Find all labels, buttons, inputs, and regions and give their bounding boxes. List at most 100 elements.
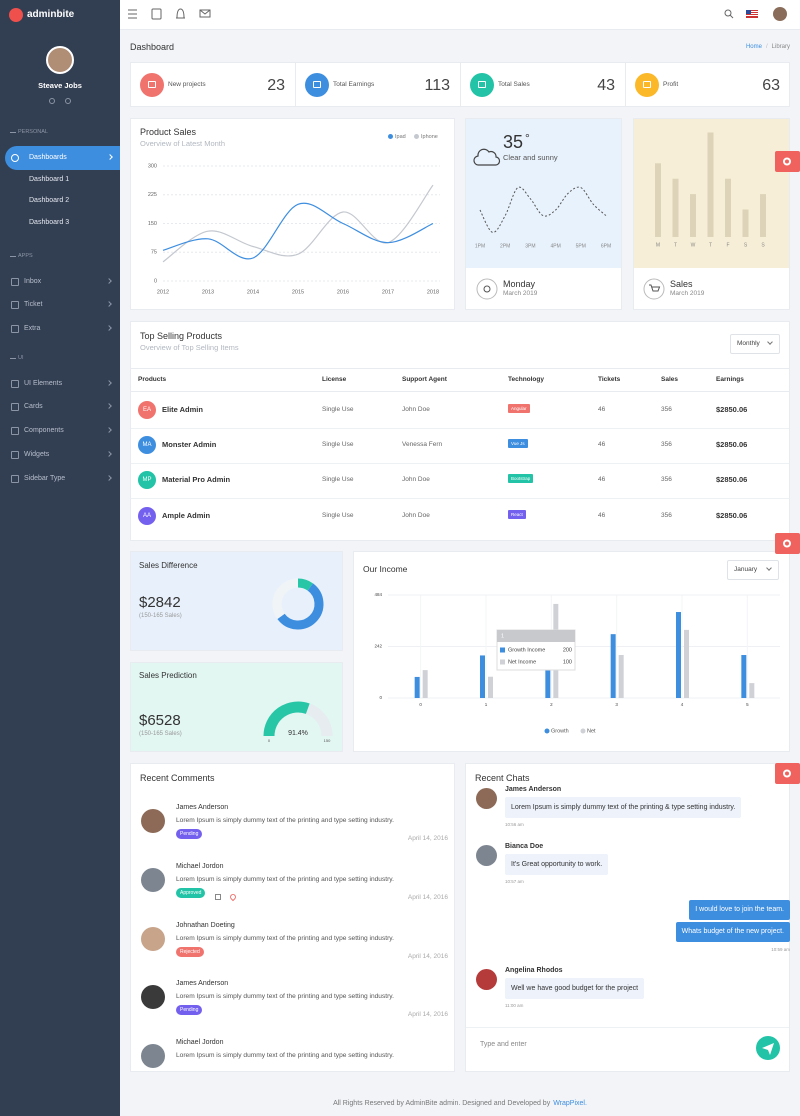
- column-header: License: [322, 376, 347, 383]
- comment-text: Lorem Ipsum is simply dummy text of the …: [176, 934, 394, 942]
- section-dash: [10, 358, 16, 359]
- nav-icon: [11, 379, 19, 388]
- footer-link[interactable]: WrapPixel.: [553, 1100, 587, 1107]
- sales: 356: [661, 511, 672, 519]
- weather-condition: Clear and sunny: [503, 153, 558, 162]
- stat-label: Total Earnings: [333, 81, 375, 88]
- stat-value: 23: [267, 77, 285, 94]
- filter-select[interactable]: [727, 560, 779, 580]
- comment-avatar: [141, 809, 165, 833]
- product-name: Ample Admin: [162, 510, 211, 520]
- chat-time: 10:59 am: [771, 947, 790, 952]
- gear-icon: [783, 539, 791, 548]
- nav-icon: [11, 153, 19, 162]
- stat-divider: [460, 62, 461, 107]
- sales-title: Sales: [670, 279, 693, 289]
- nav-item[interactable]: Extra: [24, 325, 41, 333]
- tickets: 46: [598, 511, 606, 519]
- filter-select[interactable]: [730, 334, 780, 354]
- stat-icon-glyph: [478, 81, 486, 88]
- status-badge: Pending: [176, 1005, 203, 1016]
- comment-name: James Anderson: [176, 980, 229, 988]
- chat-bubble-own: I would love to join the team.: [689, 900, 790, 920]
- nav-subitem[interactable]: Dashboard 2: [29, 197, 70, 204]
- chat-bubble-own: Whats budget of the new project.: [675, 922, 790, 942]
- stat-value: 43: [597, 77, 615, 94]
- tickets: 46: [598, 406, 606, 413]
- comment-name: Johnathan Doeting: [176, 921, 235, 929]
- chat-bubble: It's Great opportunity to work.: [505, 854, 609, 875]
- breadcrumb-sep: /: [765, 44, 768, 50]
- weather-top: [466, 119, 621, 268]
- nav-item[interactable]: Inbox: [24, 277, 42, 285]
- license: Single Use: [322, 406, 354, 413]
- comment-name: James Anderson: [176, 804, 229, 811]
- filter-value[interactable]: January: [734, 566, 758, 573]
- chat-avatar: [476, 845, 497, 866]
- tickets: 46: [598, 441, 606, 449]
- nav-icon: [11, 277, 19, 286]
- stat-icon: [635, 73, 659, 97]
- sales: 356: [661, 476, 672, 484]
- stat-icon: [140, 73, 164, 97]
- product-avatar: EA: [138, 401, 156, 419]
- stat-label: New projects: [168, 81, 206, 88]
- nav-item-active[interactable]: [5, 145, 120, 170]
- product-name: Monster Admin: [162, 440, 217, 450]
- chat-sender: Bianca Doe: [505, 843, 544, 850]
- edit-icon[interactable]: [215, 894, 221, 900]
- chat-avatar: [476, 788, 497, 809]
- column-header: Technology: [508, 376, 544, 383]
- row-divider: [131, 498, 789, 499]
- user-setting-icon[interactable]: [49, 98, 55, 104]
- technology-badge: Bootstrap: [508, 474, 534, 484]
- card-subtitle: Overview of Top Selling Items: [140, 343, 239, 352]
- weather-date: March 2019: [503, 290, 538, 297]
- sales: 356: [661, 406, 672, 413]
- nav-item[interactable]: Cards: [24, 403, 43, 411]
- comment-avatar: [141, 1044, 165, 1069]
- breadcrumb-item[interactable]: Home: [745, 44, 762, 50]
- chat-avatar: [476, 969, 497, 990]
- support-agent: John Doe: [402, 406, 430, 413]
- user-logout-icon[interactable]: [65, 98, 71, 104]
- nav-item[interactable]: Ticket: [24, 301, 43, 309]
- nav-icon: [11, 450, 19, 459]
- legend-label: Iphone: [421, 134, 438, 140]
- nav-subitem[interactable]: Dashboard 1: [29, 175, 70, 183]
- comment-text: Lorem Ipsum is simply dummy text of the …: [176, 875, 394, 883]
- nav-item[interactable]: UI Elements: [24, 379, 63, 387]
- card-title: Sales Prediction: [139, 671, 197, 680]
- page-title: Dashboard: [130, 42, 175, 52]
- section-label: PERSONAL: [18, 129, 48, 135]
- amount: $6528: [139, 712, 181, 729]
- support-agent: Venessa Fern: [402, 441, 443, 449]
- stat-icon-glyph: [148, 81, 156, 88]
- table-header: [131, 368, 789, 392]
- technology-badge: Vue Js: [508, 439, 528, 449]
- nav-icon: [11, 474, 19, 483]
- card-title: Recent Comments: [140, 773, 215, 783]
- comment-date: April 14, 2016: [407, 835, 448, 842]
- section-dash: [10, 132, 16, 133]
- column-header: Earnings: [716, 376, 744, 383]
- filter-value[interactable]: Monthly: [737, 340, 760, 347]
- chat-bubble: Lorem Ipsum is simply dummy text of the …: [505, 797, 742, 818]
- stat-label: Profit: [663, 81, 679, 88]
- breadcrumb-item: Library: [771, 44, 790, 50]
- nav-item[interactable]: Dashboards: [29, 153, 67, 161]
- sidebar: [0, 0, 120, 1116]
- status-badge: Pending: [176, 829, 203, 839]
- technology-badge: React: [508, 509, 526, 519]
- chat-input[interactable]: Type and enter: [480, 1041, 527, 1048]
- tickets: 46: [598, 476, 606, 484]
- stat-value: 63: [762, 77, 780, 94]
- row-divider: [131, 427, 789, 429]
- product-avatar: MP: [138, 471, 156, 490]
- nav-subitem[interactable]: Dashboard 3: [29, 218, 70, 226]
- card-title: Product Sales: [140, 127, 197, 137]
- nav-item[interactable]: Widgets: [24, 450, 50, 458]
- nav-item[interactable]: Components: [24, 427, 64, 435]
- stat-value: 113: [424, 77, 450, 94]
- nav-item[interactable]: Sidebar Type: [24, 474, 66, 482]
